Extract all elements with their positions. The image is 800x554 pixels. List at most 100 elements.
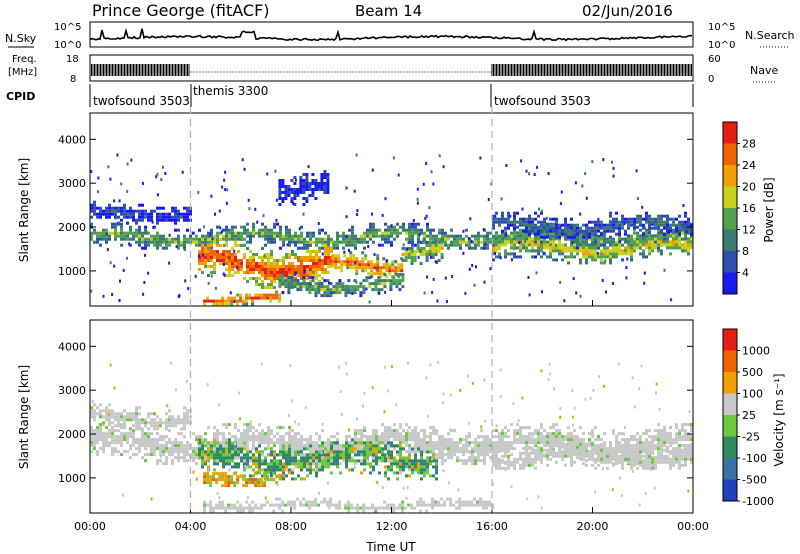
power-cell bbox=[183, 240, 186, 244]
power-cell bbox=[102, 234, 105, 238]
power-cell bbox=[591, 229, 594, 233]
power-cell bbox=[126, 234, 129, 238]
velocity-cell bbox=[99, 435, 102, 439]
velocity-cell bbox=[402, 438, 405, 442]
velocity-cell bbox=[579, 441, 582, 445]
velocity-cell bbox=[156, 447, 159, 451]
velocity-cell bbox=[192, 459, 195, 463]
velocity-cell bbox=[288, 432, 291, 436]
power-cell bbox=[509, 214, 512, 218]
power-cell bbox=[107, 165, 110, 169]
velocity-cell bbox=[135, 441, 138, 445]
velocity-cell bbox=[336, 459, 339, 463]
colorbar-tick-label: 20 bbox=[742, 181, 756, 194]
velocity-cell bbox=[591, 441, 594, 445]
power-cell bbox=[339, 234, 342, 238]
power-cell bbox=[278, 296, 282, 300]
power-cell bbox=[367, 272, 371, 276]
power-cell bbox=[630, 223, 633, 227]
velocity-cell bbox=[267, 453, 270, 457]
power-cell bbox=[521, 207, 524, 211]
velocity-cell bbox=[222, 432, 225, 436]
power-cell bbox=[363, 237, 366, 241]
velocity-cell bbox=[219, 453, 222, 457]
velocity-cell bbox=[366, 453, 369, 457]
power-cell bbox=[531, 255, 534, 259]
power-cell bbox=[609, 243, 612, 247]
velocity-cell bbox=[240, 444, 243, 448]
freq-tick-bottom: 8 bbox=[70, 74, 76, 85]
power-cell bbox=[391, 260, 395, 264]
velocity-cell bbox=[333, 447, 336, 451]
power-cell bbox=[586, 223, 589, 227]
power-cell bbox=[627, 220, 630, 224]
power-cell bbox=[174, 218, 177, 222]
power-cell bbox=[540, 255, 543, 259]
velocity-cell bbox=[318, 447, 321, 451]
power-cell bbox=[375, 234, 378, 238]
power-cell bbox=[510, 258, 513, 262]
velocity-cell bbox=[348, 453, 351, 457]
power-cell bbox=[388, 272, 392, 276]
velocity-cell bbox=[198, 447, 201, 451]
power-cell bbox=[156, 193, 159, 197]
power-cell bbox=[540, 209, 543, 213]
power-cell bbox=[129, 215, 132, 219]
velocity-cell bbox=[525, 438, 528, 442]
power-cell bbox=[546, 243, 549, 247]
power-cell bbox=[255, 253, 258, 256]
velocity-cell bbox=[621, 450, 624, 454]
power-cell bbox=[93, 231, 96, 235]
velocity-cell bbox=[501, 432, 504, 436]
velocity-cell bbox=[531, 450, 534, 454]
velocity-cell bbox=[321, 441, 324, 445]
power-cell bbox=[355, 280, 358, 284]
power-cell bbox=[219, 226, 222, 230]
power-cell bbox=[535, 271, 538, 275]
power-cell bbox=[510, 237, 513, 241]
power-cell bbox=[501, 217, 504, 221]
power-cell bbox=[359, 291, 363, 295]
power-cell bbox=[156, 237, 159, 241]
power-cell bbox=[501, 237, 504, 241]
power-cell bbox=[273, 286, 276, 289]
noise-right-label: N.Search bbox=[745, 29, 795, 42]
power-cell bbox=[675, 243, 678, 247]
velocity-cell bbox=[537, 435, 540, 439]
power-cell bbox=[591, 246, 594, 250]
power-cell bbox=[129, 212, 132, 216]
power-cell bbox=[582, 223, 585, 227]
velocity-cell bbox=[105, 432, 108, 436]
velocity-cell bbox=[405, 441, 408, 445]
velocity-cell bbox=[321, 444, 324, 448]
power-cell bbox=[314, 179, 318, 182]
power-cell bbox=[293, 285, 297, 289]
velocity-cell bbox=[408, 426, 411, 430]
velocity-cell bbox=[480, 459, 483, 463]
power-cell bbox=[340, 269, 344, 273]
velocity-cell bbox=[318, 468, 321, 472]
power-cell bbox=[105, 212, 108, 216]
power-cell bbox=[249, 237, 252, 241]
power-cell bbox=[321, 244, 324, 247]
power-cell bbox=[147, 237, 150, 241]
power-cell bbox=[354, 246, 357, 250]
velocity-cell bbox=[248, 478, 252, 482]
power-cell bbox=[225, 250, 228, 253]
velocity-cell bbox=[465, 462, 468, 466]
power-cell bbox=[279, 274, 282, 277]
power-cell bbox=[576, 232, 579, 236]
velocity-cell bbox=[420, 441, 423, 445]
power-cell bbox=[411, 231, 414, 235]
power-cell bbox=[308, 185, 312, 188]
power-cell bbox=[627, 252, 630, 256]
velocity-cell bbox=[327, 441, 330, 445]
velocity-cell bbox=[495, 441, 498, 445]
velocity-cell bbox=[186, 441, 189, 445]
velocity-cell bbox=[477, 450, 480, 454]
velocity-cell bbox=[654, 447, 657, 451]
power-cell bbox=[231, 268, 234, 271]
velocity-cell bbox=[141, 421, 144, 425]
velocity-cell bbox=[225, 438, 228, 442]
velocity-cell bbox=[612, 450, 615, 454]
